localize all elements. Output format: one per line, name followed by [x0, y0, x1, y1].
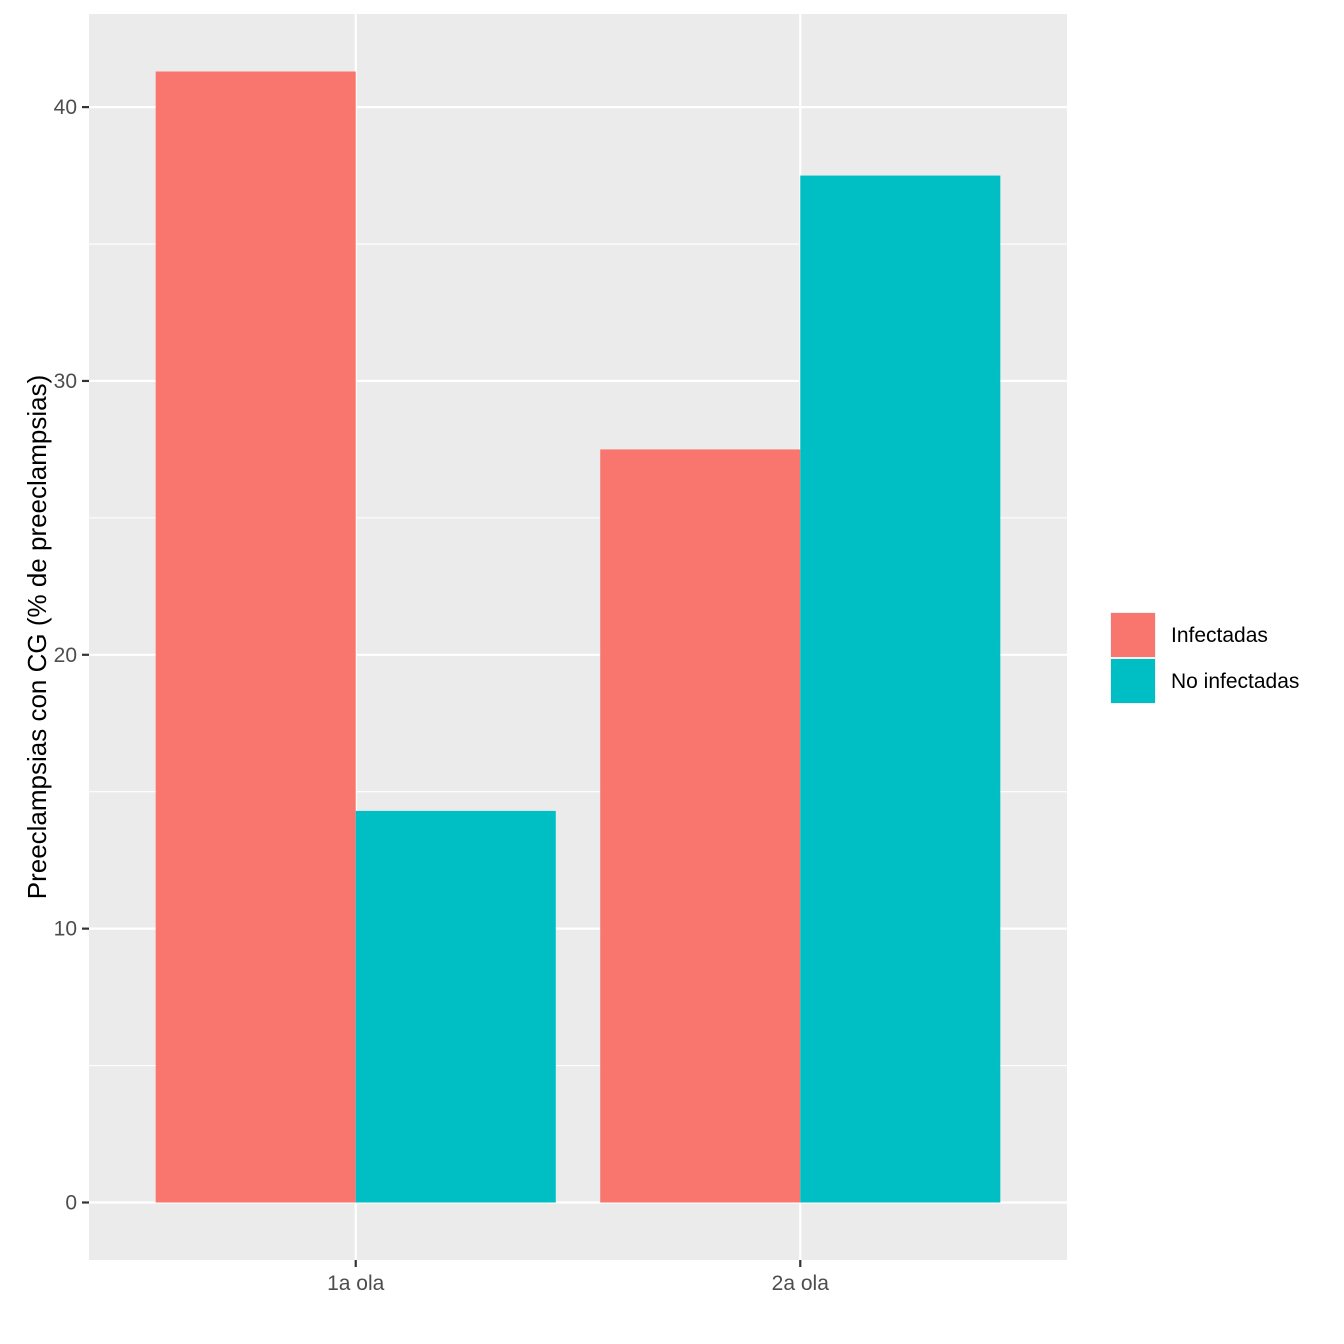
x-tick-label: 2a ola [772, 1272, 830, 1295]
bar-no-infectadas-1a-ola [355, 810, 556, 1203]
bars [155, 71, 1001, 1203]
y-axis: 0 10 20 30 40 [54, 96, 89, 1214]
legend-key-no-infectadas [1111, 659, 1155, 703]
y-tick-label: 0 [65, 1191, 77, 1214]
legend-label: No infectadas [1171, 670, 1299, 693]
y-tick-label: 30 [54, 370, 77, 393]
y-axis-title: Preeclampsias con CG (% de preeclampsias… [22, 375, 52, 900]
legend-key-infectadas [1111, 613, 1155, 657]
bar-infectadas-1a-ola [155, 71, 356, 1203]
x-tick-label: 1a ola [327, 1272, 385, 1295]
y-tick-label: 20 [54, 644, 77, 667]
legend: Infectadas No infectadas [1110, 612, 1299, 704]
legend-label: Infectadas [1171, 624, 1268, 647]
y-tick-label: 40 [54, 96, 77, 119]
x-axis: 1a ola 2a ola [327, 1260, 829, 1295]
y-tick-label: 10 [54, 918, 77, 941]
bar-infectadas-2a-ola [600, 449, 801, 1203]
bar-no-infectadas-2a-ola [800, 175, 1001, 1203]
